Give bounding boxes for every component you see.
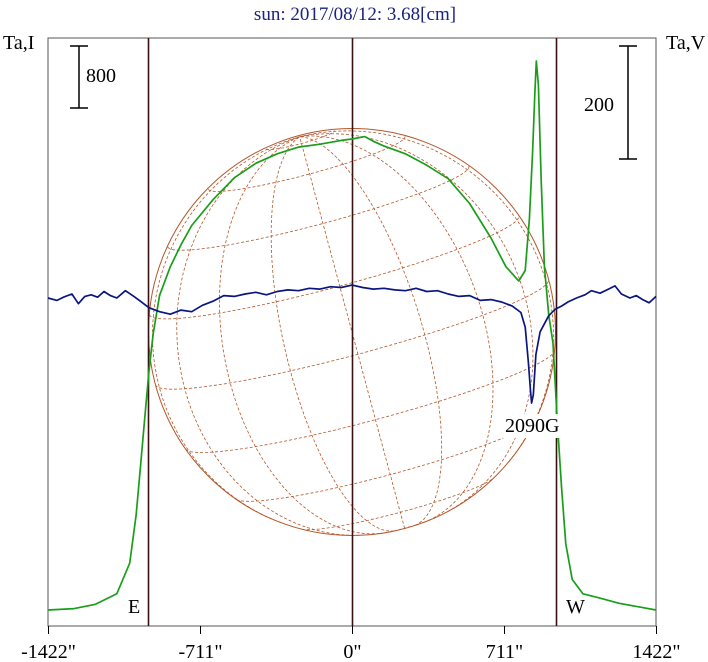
annotation-background [503,414,573,438]
latitude-line [301,477,495,531]
longitude-line [152,136,300,524]
longitude-line [299,133,534,513]
longitude-line [270,136,395,532]
left-axis-label: Ta,I [3,32,34,54]
latitude-line [378,519,430,535]
latitude-line [185,350,556,453]
latitude-line [155,279,549,390]
longitude-line [299,130,554,463]
intensity-scale-label: 800 [86,65,116,87]
x-tick-label: -1422" [21,641,76,662]
limb-label-east: E [128,596,140,618]
polarization-curve [47,284,657,404]
chart-title: sun: 2017/08/12: 3.68[cm] [254,4,456,25]
longitude-line [299,135,494,523]
longitude-line [218,136,385,535]
x-tick-label: 711" [486,641,523,662]
series-group [47,60,657,611]
x-tick-label: 0" [343,641,361,662]
longitude-line [299,136,443,526]
annotation-label: 2090G [505,415,559,437]
longitude-line [299,136,405,529]
intensity-scale-bar [70,45,88,109]
limb-label-west: W [566,596,585,618]
polarization-scale-bar [619,45,637,160]
marker-lines [147,38,558,626]
x-tick-label: -711" [178,641,222,662]
polarization-scale-label: 200 [584,94,614,116]
latitude-line [208,136,406,192]
longitude-line [176,136,360,536]
latitude-line [167,166,470,251]
latitude-line [265,130,335,150]
x-tick-label: 1422" [632,641,680,662]
intensity-curve [47,60,657,611]
x-axis: -1422" -711" 0" 711" 1422" [21,626,681,662]
right-axis-label: Ta,V [666,32,706,54]
latitude-line [149,215,520,320]
